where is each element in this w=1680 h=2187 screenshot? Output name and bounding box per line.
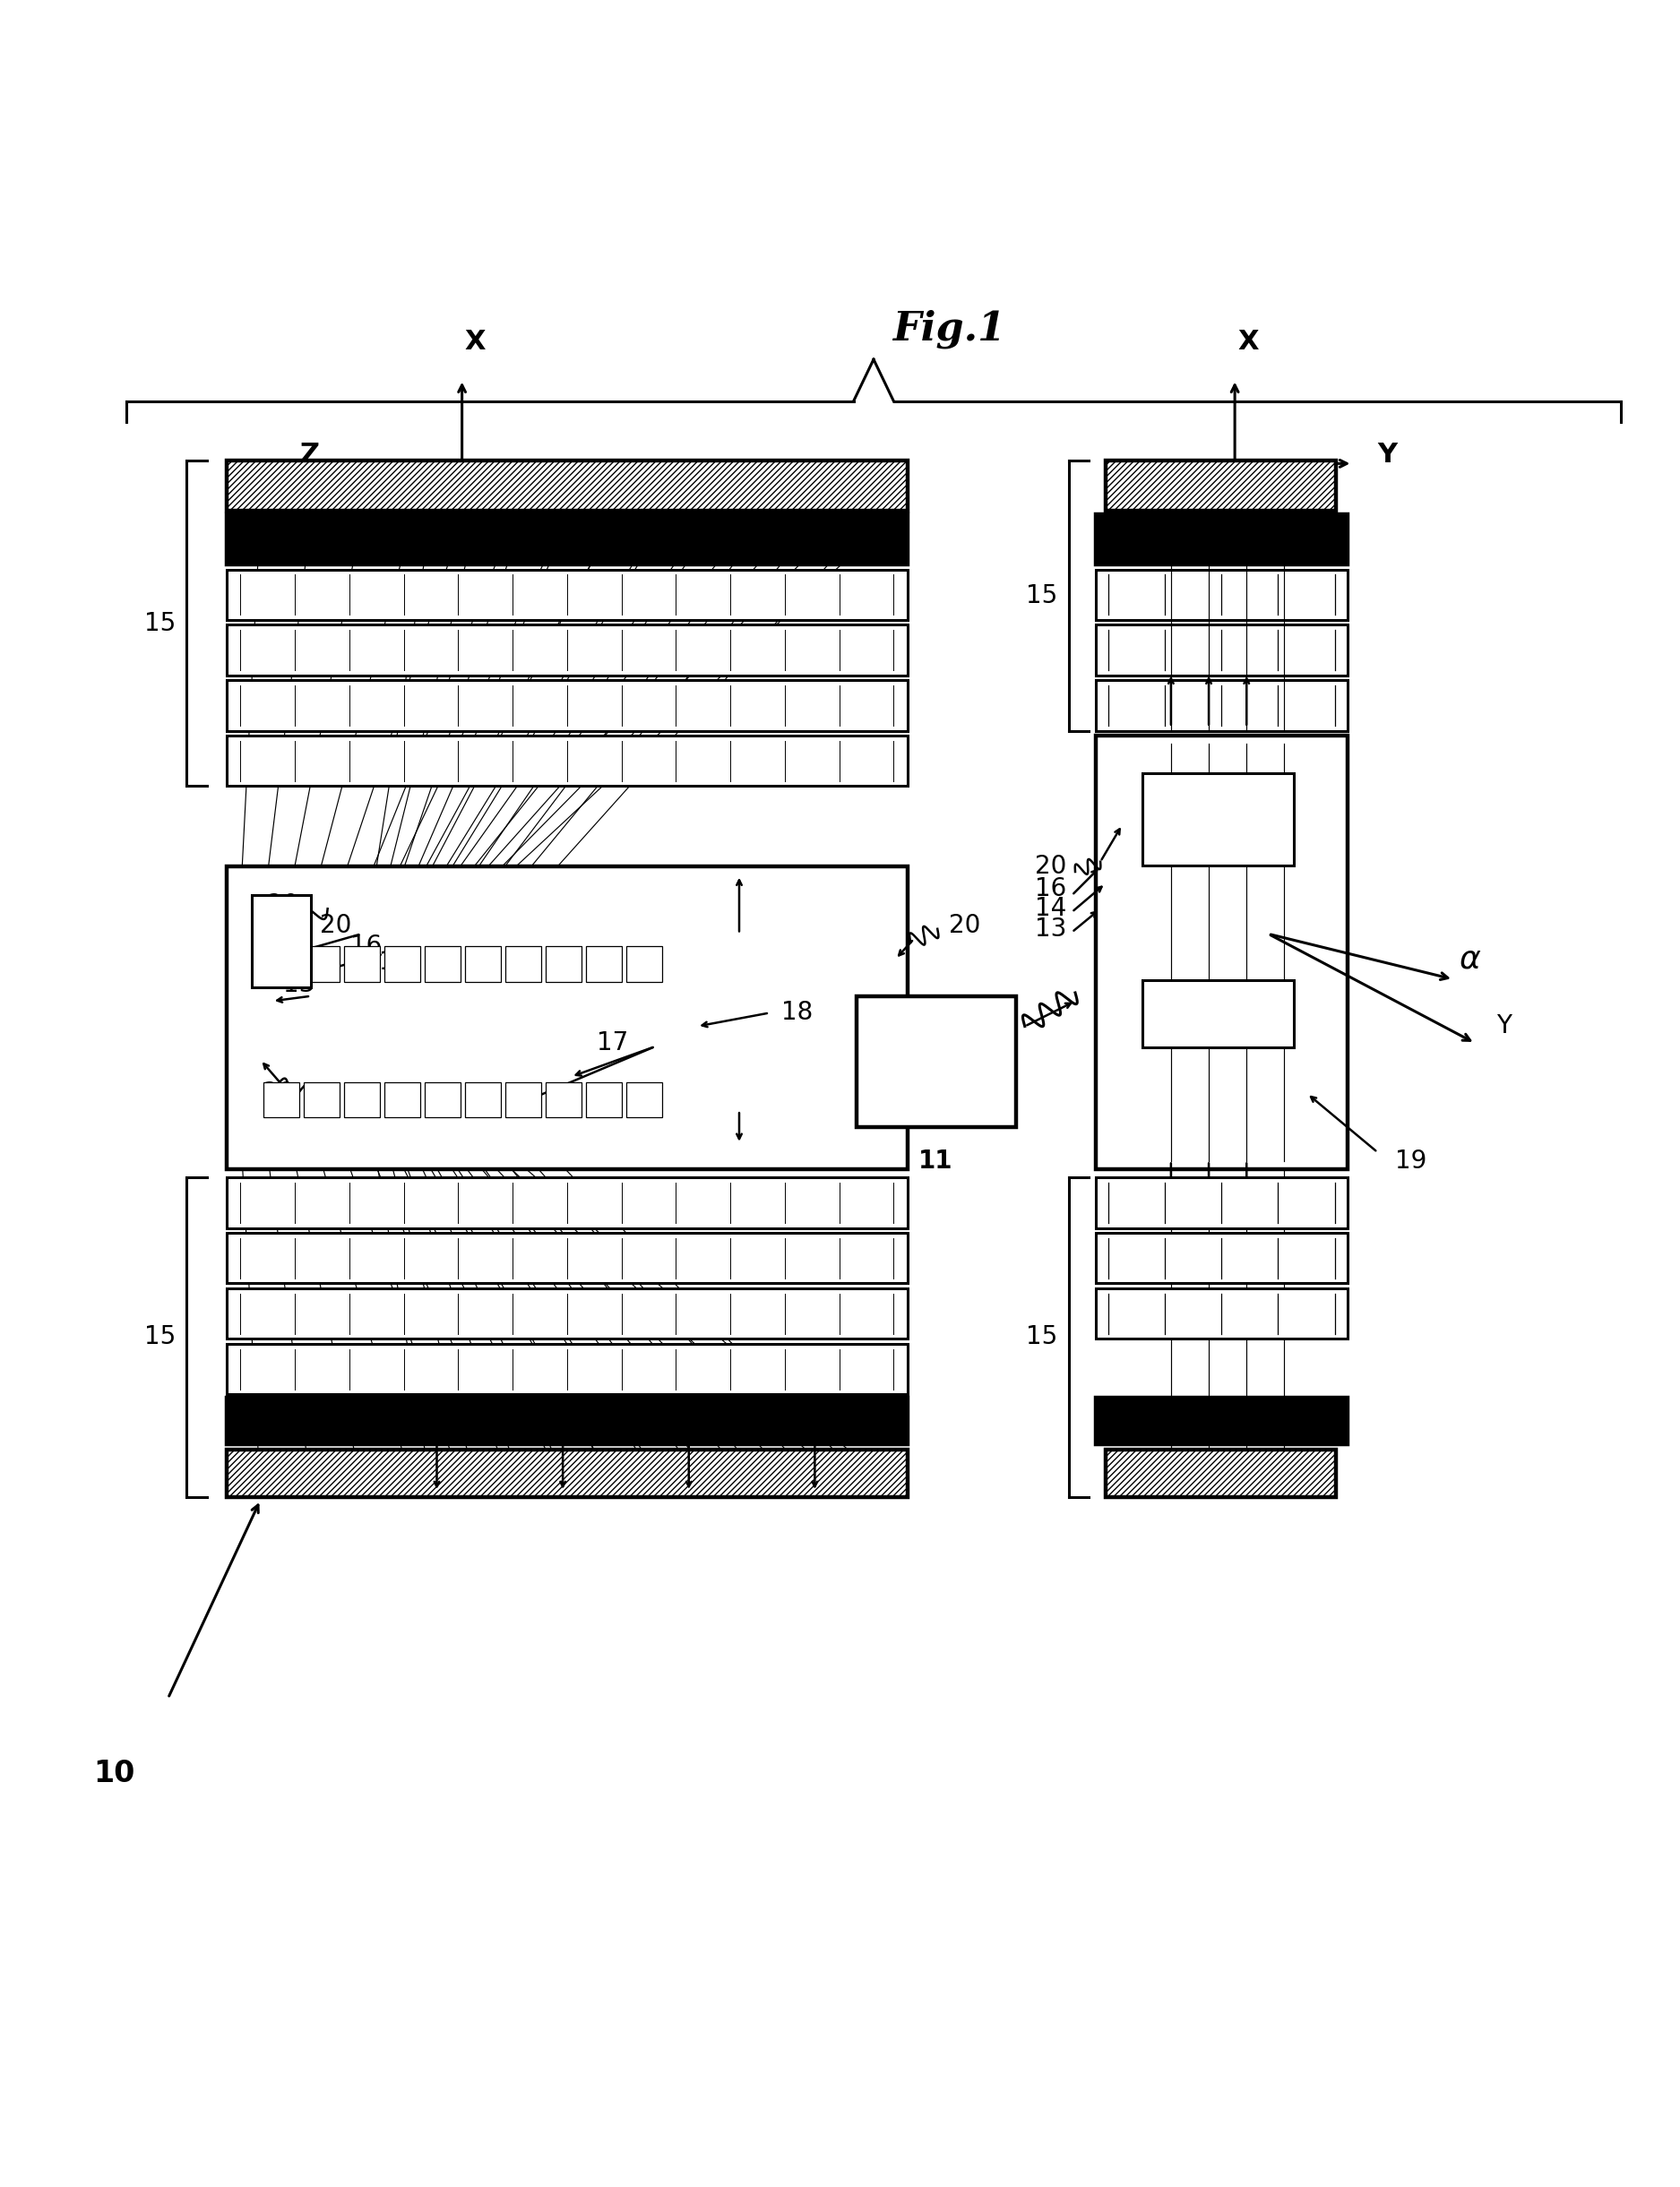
Bar xyxy=(227,735,907,785)
Bar xyxy=(385,1083,420,1118)
Bar xyxy=(586,1083,622,1118)
Bar xyxy=(546,947,581,982)
Text: 13: 13 xyxy=(284,971,314,997)
Bar xyxy=(227,1177,907,1227)
Bar xyxy=(586,947,622,982)
Bar xyxy=(546,1083,581,1118)
Text: 15: 15 xyxy=(1026,1325,1057,1349)
Text: 14: 14 xyxy=(380,949,410,975)
Text: 17: 17 xyxy=(596,1030,628,1056)
Bar xyxy=(627,947,662,982)
Text: 20: 20 xyxy=(949,1089,981,1115)
Bar xyxy=(1095,1177,1347,1227)
Bar xyxy=(1095,514,1347,564)
Text: X: X xyxy=(465,328,486,354)
Bar xyxy=(227,866,907,1170)
Bar xyxy=(857,995,1016,1126)
Bar xyxy=(465,1083,501,1118)
Bar xyxy=(1142,774,1294,866)
Bar xyxy=(252,894,311,989)
Bar xyxy=(627,1083,662,1118)
Text: 20: 20 xyxy=(267,892,299,919)
Text: $\alpha$: $\alpha$ xyxy=(1458,945,1482,975)
Bar xyxy=(344,947,380,982)
Text: 20: 20 xyxy=(949,912,981,938)
Bar xyxy=(264,947,299,982)
Bar xyxy=(385,947,420,982)
Bar xyxy=(227,1288,907,1338)
Bar xyxy=(1105,459,1336,510)
Text: Y: Y xyxy=(1495,1015,1512,1039)
Bar xyxy=(344,1083,380,1118)
Text: 16: 16 xyxy=(351,934,381,958)
Text: 20: 20 xyxy=(1035,855,1067,879)
Bar xyxy=(1095,1397,1347,1446)
Bar xyxy=(1105,1450,1336,1496)
Bar xyxy=(227,680,907,730)
Bar xyxy=(227,625,907,676)
Text: Y: Y xyxy=(1378,442,1398,468)
Text: Z: Z xyxy=(299,442,319,468)
Bar xyxy=(227,1397,907,1446)
Bar xyxy=(1095,1233,1347,1284)
Bar xyxy=(227,1343,907,1393)
Bar xyxy=(304,1083,339,1118)
Text: 20: 20 xyxy=(262,1080,294,1107)
Bar xyxy=(304,947,339,982)
Bar xyxy=(227,514,907,564)
Text: 19: 19 xyxy=(1396,1148,1426,1172)
Text: 15: 15 xyxy=(144,1325,175,1349)
Text: 18: 18 xyxy=(781,999,813,1026)
Bar xyxy=(227,1233,907,1284)
Bar xyxy=(506,1083,541,1118)
Bar xyxy=(506,947,541,982)
Bar xyxy=(1142,980,1294,1048)
Text: X: X xyxy=(1238,328,1258,354)
Text: 20: 20 xyxy=(321,912,351,938)
Bar xyxy=(425,1083,460,1118)
Text: 16: 16 xyxy=(1035,877,1067,901)
Bar xyxy=(465,947,501,982)
Text: 13: 13 xyxy=(1035,916,1067,940)
Bar xyxy=(227,459,907,510)
Bar xyxy=(1095,735,1347,1170)
Bar xyxy=(227,1450,907,1496)
Text: 15: 15 xyxy=(144,610,175,636)
Text: 12: 12 xyxy=(872,1006,904,1030)
Text: 15: 15 xyxy=(1026,584,1057,608)
Bar xyxy=(1095,680,1347,730)
Bar xyxy=(264,1083,299,1118)
Bar xyxy=(1095,625,1347,676)
Bar xyxy=(1095,1288,1347,1338)
Text: 11: 11 xyxy=(919,1148,953,1174)
Text: Fig.1: Fig.1 xyxy=(892,311,1006,348)
Text: 10: 10 xyxy=(94,1758,134,1789)
Text: 14: 14 xyxy=(1035,897,1067,921)
Bar xyxy=(425,947,460,982)
Bar xyxy=(1095,569,1347,619)
Bar xyxy=(227,569,907,619)
